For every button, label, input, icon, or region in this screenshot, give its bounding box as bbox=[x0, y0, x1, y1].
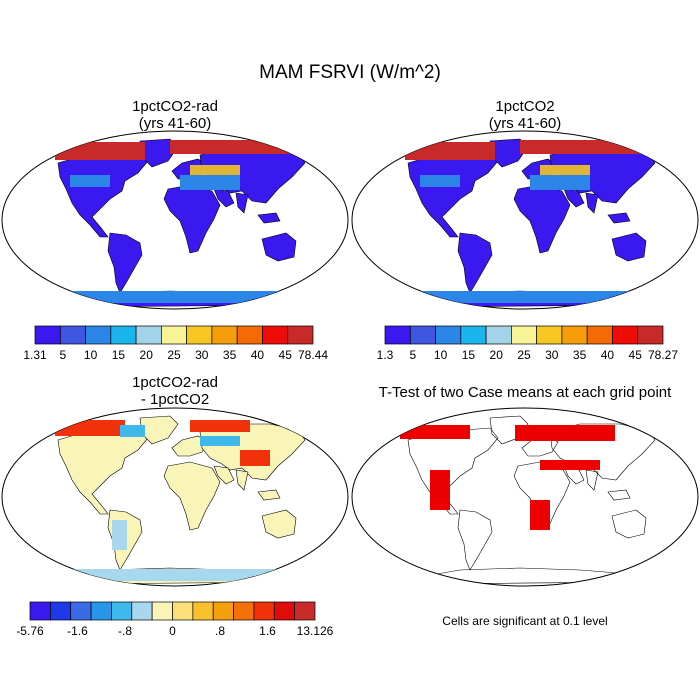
colorbar-tick-label: -1.6 bbox=[67, 624, 88, 638]
colorbar-tick-label: 30 bbox=[545, 348, 559, 362]
colorbar-tick-label: 10 bbox=[434, 348, 448, 362]
significance-footnote: Cells are significant at 0.1 level bbox=[442, 614, 608, 628]
colorbar-swatch bbox=[561, 325, 588, 345]
colorbar-tick-label: 45 bbox=[629, 348, 643, 362]
colorbar-tick-label: 5 bbox=[409, 348, 416, 362]
colorbar-swatch bbox=[135, 325, 162, 345]
colorbar-swatch bbox=[172, 601, 194, 621]
colorbar-tick-label: 15 bbox=[462, 348, 476, 362]
colorbar-swatch bbox=[236, 325, 263, 345]
colorbar-swatch bbox=[131, 601, 153, 621]
panel-title-line1: 1pctCO2 bbox=[495, 98, 555, 115]
colorbar-swatch bbox=[287, 325, 314, 345]
colorbar-tick-label: 30 bbox=[195, 348, 209, 362]
colorbar-swatch bbox=[29, 601, 51, 621]
map-significance bbox=[351, 407, 699, 587]
panel-title-line2: (yrs 41-60) bbox=[138, 115, 212, 132]
colorbar-1pctco2: 1.3 5 10 15 20 25 30 35 40 45 78.27 bbox=[377, 325, 678, 362]
colorbar-swatch bbox=[435, 325, 462, 345]
colorbar-swatch bbox=[212, 601, 234, 621]
panel-title-line2: (yrs 41-60) bbox=[488, 115, 562, 132]
colorbar-tick-label: 25 bbox=[167, 348, 181, 362]
colorbar-swatch bbox=[50, 601, 72, 621]
colorbar-tick-label: 20 bbox=[490, 348, 504, 362]
colorbar-swatch bbox=[409, 325, 436, 345]
colorbar-tick-label: 13.126 bbox=[297, 624, 334, 638]
colorbar-tick-label: 10 bbox=[84, 348, 98, 362]
colorbar-swatch bbox=[294, 601, 316, 621]
colorbar-swatch bbox=[233, 601, 255, 621]
colorbar-swatch bbox=[110, 325, 137, 345]
colorbar-swatch bbox=[161, 325, 187, 345]
colorbar-swatch bbox=[151, 601, 173, 621]
colorbar-tick-label: 40 bbox=[251, 348, 265, 362]
panel-title-ttest: T-Test of two Case means at each grid po… bbox=[378, 384, 672, 401]
panel-title-line2: - 1pctCO2 bbox=[140, 391, 210, 408]
colorbar-swatch bbox=[253, 601, 275, 621]
colorbar-tick-label: 1.6 bbox=[259, 624, 276, 638]
panel-title-1pctco2: 1pctCO2 (yrs 41-60) bbox=[425, 98, 625, 132]
colorbar-tick-label: 1.3 bbox=[377, 348, 394, 362]
colorbar-swatch bbox=[262, 325, 289, 345]
colorbar-tick-label: -.8 bbox=[118, 624, 132, 638]
colorbar-tick-label: 35 bbox=[573, 348, 587, 362]
colorbar-swatch bbox=[90, 601, 112, 621]
panel-title-line1: 1pctCO2-rad bbox=[132, 374, 218, 391]
colorbar-tick-label: 78.44 bbox=[298, 348, 328, 362]
colorbar-swatch bbox=[186, 325, 213, 345]
colorbar-tick-label: 1.31 bbox=[23, 348, 47, 362]
colorbar-tick-label: -5.76 bbox=[16, 624, 44, 638]
colorbar-tick-label: 0 bbox=[169, 624, 176, 638]
colorbar-swatch bbox=[211, 325, 238, 345]
colorbar-tick-label: 25 bbox=[517, 348, 531, 362]
colorbar-tick-label: .8 bbox=[215, 624, 225, 638]
colorbar-difference: -5.76 -1.6 -.8 0 .8 1.6 13.126 bbox=[16, 601, 334, 638]
main-title: MAM FSRVI (W/m^2) bbox=[259, 62, 441, 83]
colorbar-tick-label: 35 bbox=[223, 348, 237, 362]
colorbar-swatch bbox=[59, 325, 86, 345]
colorbar-tick-label: 5 bbox=[59, 348, 66, 362]
colorbar-swatch bbox=[586, 325, 613, 345]
colorbar-swatch bbox=[70, 601, 92, 621]
colorbar-swatch bbox=[485, 325, 512, 345]
panel-title-difference: 1pctCO2-rad - 1pctCO2 bbox=[75, 374, 275, 408]
colorbar-swatch bbox=[111, 601, 133, 621]
map-1pctco2-rad bbox=[1, 130, 349, 310]
colorbar-swatch bbox=[85, 325, 112, 345]
colorbar-tick-label: 20 bbox=[140, 348, 154, 362]
panel-title-line1: 1pctCO2-rad bbox=[132, 98, 218, 115]
colorbar-swatch bbox=[273, 601, 295, 621]
colorbar-swatch bbox=[637, 325, 664, 345]
map-difference bbox=[1, 407, 349, 587]
colorbar-tick-label: 78.27 bbox=[648, 348, 678, 362]
colorbar-swatch bbox=[612, 325, 639, 345]
colorbar-1pctco2-rad: 1.31 5 10 15 20 25 30 35 40 45 78.44 bbox=[23, 325, 328, 362]
colorbar-tick-label: 15 bbox=[112, 348, 126, 362]
colorbar-swatch bbox=[460, 325, 487, 345]
colorbar-swatch bbox=[511, 325, 537, 345]
colorbar-tick-label: 40 bbox=[601, 348, 615, 362]
colorbar-swatch bbox=[34, 325, 61, 345]
colorbar-swatch bbox=[384, 325, 411, 345]
colorbar-swatch bbox=[536, 325, 563, 345]
map-1pctco2 bbox=[351, 130, 699, 310]
colorbar-tick-label: 45 bbox=[279, 348, 293, 362]
colorbar-swatch bbox=[192, 601, 214, 621]
panel-title-1pctco2-rad: 1pctCO2-rad (yrs 41-60) bbox=[75, 98, 275, 132]
